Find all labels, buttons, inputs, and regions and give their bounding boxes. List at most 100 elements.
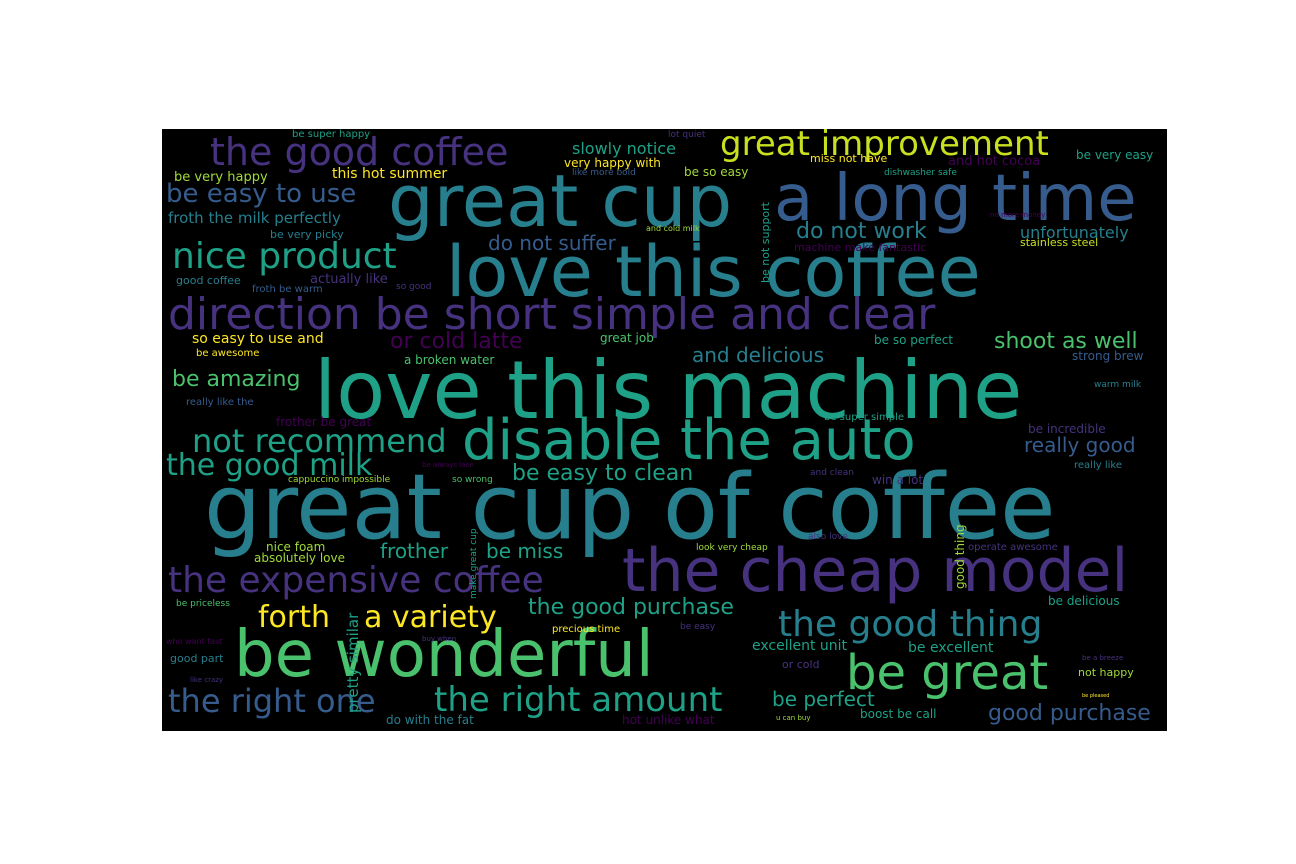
word: a long time bbox=[774, 162, 1137, 236]
word: the cheap model bbox=[622, 536, 1129, 606]
word: do not suffer bbox=[488, 231, 616, 255]
word: actually like bbox=[310, 272, 388, 287]
word: great cup of coffee bbox=[204, 455, 1056, 560]
word: absolutely love bbox=[254, 551, 346, 565]
word: great job bbox=[600, 331, 654, 345]
word: or cold latte bbox=[390, 329, 523, 354]
word: be great bbox=[846, 645, 1049, 701]
word: great improvement bbox=[720, 129, 1049, 164]
word: be pleased bbox=[1082, 693, 1110, 699]
word: operate awesome bbox=[968, 542, 1058, 553]
word: lot quiet bbox=[668, 130, 706, 140]
word: not happy bbox=[1078, 666, 1134, 679]
word: miss not have bbox=[810, 152, 888, 165]
word: good purchase bbox=[988, 701, 1151, 726]
word: really good bbox=[1024, 433, 1136, 457]
word: also love bbox=[808, 532, 848, 542]
word: so good bbox=[396, 282, 432, 292]
word: precious time bbox=[552, 624, 621, 635]
word: warm milk bbox=[1094, 380, 1142, 390]
word: be delicious bbox=[1048, 594, 1120, 608]
word: be miss bbox=[486, 539, 564, 563]
word: strong brew bbox=[1072, 349, 1144, 363]
word: be perfect bbox=[772, 687, 875, 711]
word: not recommend bbox=[192, 422, 447, 460]
word: froth the milk perfectly bbox=[168, 209, 341, 227]
word: and clean bbox=[810, 468, 854, 478]
word: like crazy bbox=[190, 676, 224, 684]
word: and cold milk bbox=[646, 224, 700, 233]
word: good coffee bbox=[176, 274, 241, 287]
word: be a breeze bbox=[1082, 654, 1124, 662]
word: shoot as well bbox=[994, 329, 1138, 354]
word: a broken water bbox=[404, 353, 495, 367]
word: be so easy bbox=[684, 165, 749, 179]
word: be very picky bbox=[270, 228, 344, 241]
word: frother be great bbox=[276, 415, 372, 429]
word: be not support bbox=[759, 202, 772, 283]
word: the right amount bbox=[434, 680, 723, 720]
word: love this coffee bbox=[446, 231, 981, 313]
word: be easy to clean bbox=[512, 461, 694, 486]
word: cappuccino impossible bbox=[288, 475, 391, 485]
word: really like the bbox=[186, 397, 254, 408]
word: be easy to use bbox=[166, 179, 357, 209]
word: do not work bbox=[796, 219, 927, 244]
word: the good coffee bbox=[210, 130, 509, 174]
word: love this machine bbox=[314, 344, 1023, 437]
word: be very happy bbox=[174, 170, 268, 185]
word: be easy bbox=[680, 622, 716, 632]
word: who want fast bbox=[166, 637, 223, 646]
word: like more bold bbox=[572, 168, 636, 178]
word: be incredible bbox=[1028, 422, 1106, 436]
word: be always lace bbox=[422, 461, 474, 469]
word: be priceless bbox=[176, 599, 230, 609]
word: be awesome bbox=[196, 348, 260, 359]
word: this hot summer bbox=[332, 166, 448, 182]
word: unfortunately bbox=[1020, 223, 1129, 242]
word: the good milk bbox=[166, 448, 373, 483]
word: be super happy bbox=[292, 129, 371, 140]
word: disable the auto bbox=[462, 408, 916, 473]
word: machine make fantastic bbox=[794, 241, 927, 254]
word: frother bbox=[380, 539, 449, 563]
word: make great cup bbox=[469, 528, 479, 599]
word: buy when bbox=[422, 635, 457, 643]
word: forth bbox=[258, 600, 331, 635]
word: be wonderful bbox=[234, 618, 654, 692]
word: really like bbox=[1074, 460, 1122, 471]
word: dishwasher safe bbox=[884, 168, 957, 178]
word: the good purchase bbox=[528, 595, 734, 620]
word: very happy with bbox=[564, 156, 661, 170]
word: nice foam bbox=[266, 540, 326, 554]
word: look very cheap bbox=[696, 543, 768, 553]
word: be very easy bbox=[1076, 148, 1154, 162]
word: excellent unit bbox=[752, 638, 848, 654]
word: so easy to use and bbox=[192, 331, 324, 347]
word: pretty similar bbox=[344, 612, 362, 713]
word: or cold bbox=[782, 658, 820, 671]
word: and hot cocoa bbox=[948, 154, 1041, 169]
word: hot unlike what bbox=[622, 713, 715, 727]
word: boost be call bbox=[860, 707, 937, 721]
word: great cup bbox=[388, 159, 733, 243]
word: the right one bbox=[168, 682, 376, 720]
word: froth be warm bbox=[252, 284, 323, 295]
word: stainless steel bbox=[1020, 236, 1099, 249]
word: and delicious bbox=[692, 343, 824, 367]
word: u can buy bbox=[776, 714, 811, 722]
word: so wrong bbox=[452, 475, 493, 485]
word: slowly notice bbox=[572, 139, 676, 158]
word: nice product bbox=[172, 236, 397, 277]
word: a variety bbox=[364, 600, 497, 635]
word: the expensive coffee bbox=[168, 560, 544, 601]
word: be so perfect bbox=[874, 333, 954, 347]
word: be super simple bbox=[824, 412, 905, 423]
word: do with the fat bbox=[386, 713, 474, 727]
word: be excellent bbox=[908, 640, 994, 656]
word: good thing bbox=[953, 524, 967, 589]
word: be amazing bbox=[172, 367, 301, 392]
word: no more money bbox=[990, 211, 1046, 219]
word: good part bbox=[170, 652, 224, 665]
word: direction be short simple and clear bbox=[168, 289, 936, 340]
